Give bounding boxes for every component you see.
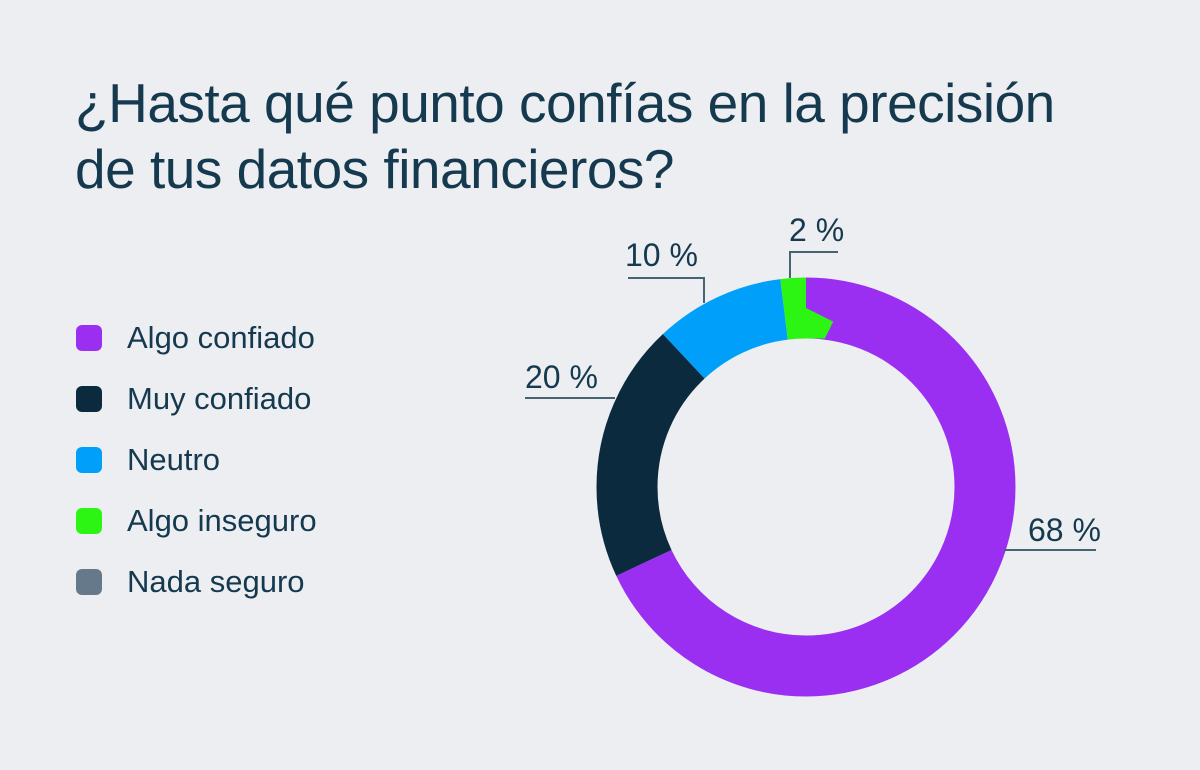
legend-swatch-muy-confiado bbox=[76, 386, 102, 412]
donut-slice-muy-confiado bbox=[596, 277, 1016, 697]
legend-item-neutro: Neutro bbox=[76, 442, 317, 477]
legend-item-muy-confiado: Muy confiado bbox=[76, 381, 317, 416]
legend-label-muy-confiado: Muy confiado bbox=[127, 381, 312, 416]
legend-item-nada-seguro: Nada seguro bbox=[76, 564, 317, 599]
leader-line-algo-inseguro-horizontal bbox=[789, 251, 838, 253]
data-label-algo-inseguro: 2 % bbox=[789, 212, 845, 248]
chart-title-line1: ¿Hasta qué punto confías en la precisión bbox=[75, 72, 1055, 134]
leader-line-neutro-horizontal bbox=[628, 277, 705, 279]
legend-swatch-algo-inseguro bbox=[76, 508, 102, 534]
legend-swatch-algo-confiado bbox=[76, 325, 102, 351]
donut-chart-svg bbox=[596, 277, 1016, 697]
data-label-muy-confiado: 20 % bbox=[525, 359, 598, 395]
leader-line-muy-confiado bbox=[525, 397, 615, 399]
chart-title-line2: de tus datos financieros? bbox=[75, 138, 674, 200]
data-label-neutro: 10 % bbox=[625, 237, 698, 273]
donut-chart bbox=[596, 277, 1016, 697]
legend-swatch-neutro bbox=[76, 447, 102, 473]
legend-label-neutro: Neutro bbox=[127, 442, 221, 477]
legend: Algo confiado Muy confiado Neutro Algo i… bbox=[76, 320, 317, 630]
data-label-algo-confiado: 68 % bbox=[1028, 512, 1101, 548]
legend-swatch-nada-seguro bbox=[76, 569, 102, 595]
chart-title: ¿Hasta qué punto confías en la precisión… bbox=[75, 70, 1055, 202]
leader-line-neutro-vertical bbox=[703, 277, 705, 303]
leader-line-algo-confiado bbox=[1004, 549, 1096, 551]
legend-item-algo-inseguro: Algo inseguro bbox=[76, 503, 317, 538]
donut-slice-algo-inseguro bbox=[596, 277, 1016, 697]
legend-label-nada-seguro: Nada seguro bbox=[127, 564, 305, 599]
legend-label-algo-confiado: Algo confiado bbox=[127, 320, 315, 355]
legend-item-algo-confiado: Algo confiado bbox=[76, 320, 317, 355]
legend-label-algo-inseguro: Algo inseguro bbox=[127, 503, 317, 538]
leader-line-algo-inseguro-vertical bbox=[789, 251, 791, 278]
